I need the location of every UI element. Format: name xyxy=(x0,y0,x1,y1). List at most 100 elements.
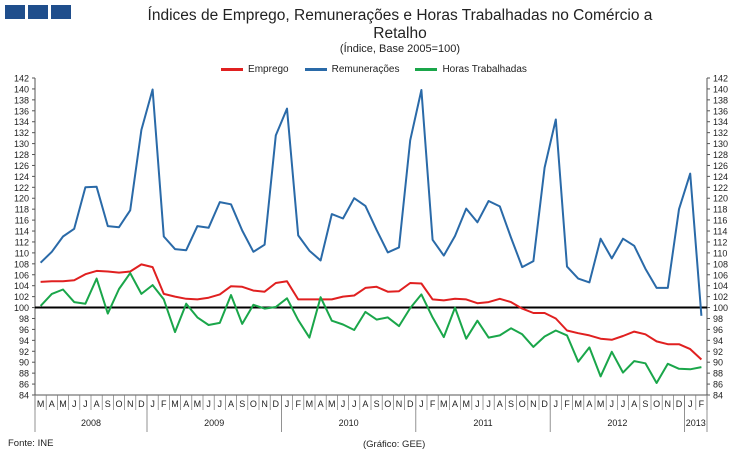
y-tick-label-right: 86 xyxy=(713,380,723,390)
y-tick-label-left: 126 xyxy=(14,161,29,171)
x-tick-label: O xyxy=(250,399,257,409)
y-tick-label-right: 96 xyxy=(713,325,723,335)
y-tick-label-left: 114 xyxy=(15,227,29,237)
year-label: 2012 xyxy=(607,418,627,428)
year-label: 2010 xyxy=(339,418,359,428)
y-tick-label-left: 136 xyxy=(14,106,29,116)
y-tick-label-right: 112 xyxy=(713,237,727,247)
source-note: Fonte: INE xyxy=(8,438,54,449)
chart-credit: (Gráfico: GEE) xyxy=(363,439,426,450)
series-line-horas xyxy=(39,272,702,384)
y-tick-label-left: 128 xyxy=(14,150,29,160)
legend-swatch xyxy=(221,68,244,71)
y-tick-label-right: 122 xyxy=(713,183,728,193)
year-label: 2011 xyxy=(473,418,492,428)
y-tick-label-left: 92 xyxy=(19,347,29,357)
x-tick-label: F xyxy=(699,399,705,409)
x-tick-label: M xyxy=(462,399,470,409)
y-tick-label-right: 142 xyxy=(713,74,728,84)
x-tick-label: M xyxy=(37,399,45,409)
y-tick-label-left: 98 xyxy=(19,314,29,324)
x-tick-label: D xyxy=(407,399,414,409)
y-tick-label-left: 124 xyxy=(14,172,29,182)
logo-block xyxy=(28,5,48,19)
x-tick-label: N xyxy=(261,399,268,409)
y-tick-label-right: 128 xyxy=(713,150,728,160)
x-tick-label: J xyxy=(688,399,693,409)
chart-subtitle: (Índice, Base 2005=100) xyxy=(339,43,461,55)
x-tick-label: F xyxy=(564,399,570,409)
y-tick-label-left: 96 xyxy=(19,325,29,335)
y-tick-label-left: 138 xyxy=(14,95,29,105)
y-tick-label-left: 134 xyxy=(14,117,29,127)
year-label: 2013 xyxy=(686,418,706,428)
x-tick-label: J xyxy=(352,399,357,409)
x-tick-label: J xyxy=(150,399,155,409)
y-tick-label-right: 126 xyxy=(713,161,728,171)
x-tick-label: A xyxy=(94,399,100,409)
legend-item-horas: Horas Trabalhadas xyxy=(415,64,527,75)
x-tick-label: A xyxy=(183,399,189,409)
logo-block xyxy=(5,5,25,19)
x-tick-label: J xyxy=(341,399,346,409)
y-tick-label-right: 94 xyxy=(713,336,723,346)
y-tick-label-left: 130 xyxy=(14,139,29,149)
y-tick-label-right: 134 xyxy=(713,117,728,127)
y-tick-label-right: 100 xyxy=(713,303,728,313)
x-tick-label: S xyxy=(105,399,111,409)
x-tick-label: A xyxy=(49,399,55,409)
y-tick-label-left: 142 xyxy=(14,74,29,84)
x-tick-label: J xyxy=(83,399,88,409)
y-tick-label-right: 90 xyxy=(713,358,723,368)
y-tick-label-right: 110 xyxy=(713,248,727,258)
y-tick-label-left: 140 xyxy=(14,84,29,94)
x-tick-label: D xyxy=(138,399,145,409)
legend-swatch xyxy=(304,68,327,71)
legend-label: Emprego xyxy=(248,64,289,75)
y-tick-label-left: 100 xyxy=(14,303,29,313)
y-tick-label-left: 132 xyxy=(14,128,29,138)
x-tick-label: M xyxy=(171,399,179,409)
x-tick-label: A xyxy=(497,399,503,409)
x-tick-label: S xyxy=(508,399,514,409)
x-tick-label: F xyxy=(161,399,167,409)
x-tick-label: D xyxy=(676,399,683,409)
x-tick-label: N xyxy=(396,399,403,409)
x-tick-label: M xyxy=(194,399,202,409)
year-label: 2009 xyxy=(204,418,224,428)
x-tick-label: J xyxy=(621,399,626,409)
x-tick-label: M xyxy=(440,399,448,409)
x-tick-label: M xyxy=(59,399,67,409)
y-tick-label-right: 88 xyxy=(713,369,723,379)
y-tick-label-left: 88 xyxy=(19,369,29,379)
x-tick-label: A xyxy=(318,399,324,409)
x-tick-label: S xyxy=(642,399,648,409)
x-tick-label: J xyxy=(218,399,223,409)
x-tick-label: N xyxy=(127,399,134,409)
x-tick-label: F xyxy=(430,399,436,409)
x-tick-label: F xyxy=(295,399,301,409)
x-tick-label: A xyxy=(452,399,458,409)
x-tick-label: J xyxy=(419,399,424,409)
y-tick-label-right: 84 xyxy=(713,391,723,401)
y-tick-label-left: 110 xyxy=(15,248,29,258)
y-tick-label-left: 102 xyxy=(14,292,29,302)
x-tick-label: J xyxy=(475,399,480,409)
y-tick-label-left: 112 xyxy=(15,237,29,247)
y-tick-label-right: 136 xyxy=(713,106,728,116)
chart-legend: Emprego Remunerações Horas Trabalhadas xyxy=(0,64,748,75)
y-tick-label-left: 122 xyxy=(14,183,29,193)
series-line-emprego xyxy=(40,263,703,361)
x-tick-label: J xyxy=(72,399,77,409)
y-tick-label-right: 106 xyxy=(713,270,728,280)
y-tick-label-left: 120 xyxy=(14,194,29,204)
x-tick-label: J xyxy=(206,399,211,409)
y-tick-label-right: 116 xyxy=(713,216,727,226)
legend-label: Horas Trabalhadas xyxy=(442,64,527,75)
x-tick-label: D xyxy=(273,399,280,409)
y-tick-label-right: 104 xyxy=(713,281,728,291)
y-tick-label-left: 118 xyxy=(15,205,29,215)
y-tick-label-right: 118 xyxy=(713,205,727,215)
y-tick-label-left: 106 xyxy=(14,270,29,280)
